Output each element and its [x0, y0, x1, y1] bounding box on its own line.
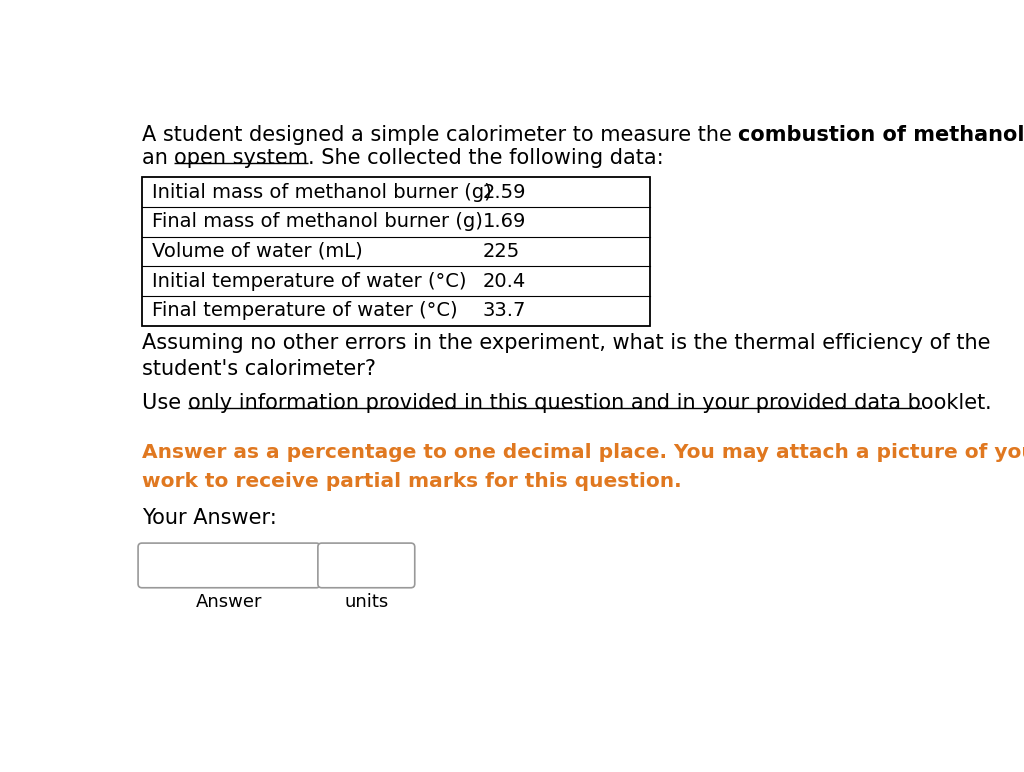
Text: work to receive partial marks for this question.: work to receive partial marks for this q… — [142, 472, 682, 491]
Text: an: an — [142, 148, 174, 168]
Text: Initial mass of methanol burner (g): Initial mass of methanol burner (g) — [152, 183, 492, 201]
Text: combustion of methanol: combustion of methanol — [738, 125, 1024, 145]
Text: Volume of water (mL): Volume of water (mL) — [152, 242, 362, 261]
Text: Final temperature of water (°C): Final temperature of water (°C) — [152, 301, 458, 320]
Text: 2.59: 2.59 — [483, 183, 526, 201]
Text: . She collected the following data:: . She collected the following data: — [308, 148, 665, 168]
Text: .: . — [985, 393, 991, 413]
Text: Answer as a percentage to one decimal place. You may attach a picture of your: Answer as a percentage to one decimal pl… — [142, 443, 1024, 462]
Text: open system: open system — [174, 148, 308, 168]
Text: A student designed a simple calorimeter to measure the: A student designed a simple calorimeter … — [142, 125, 738, 145]
Text: 33.7: 33.7 — [483, 301, 526, 320]
Text: Assuming no other errors in the experiment, what is the thermal efficiency of th: Assuming no other errors in the experime… — [142, 333, 990, 353]
Text: Your Answer:: Your Answer: — [142, 509, 276, 529]
FancyBboxPatch shape — [317, 543, 415, 587]
FancyBboxPatch shape — [138, 543, 321, 587]
Text: Initial temperature of water (°C): Initial temperature of water (°C) — [152, 272, 467, 290]
Text: units: units — [344, 593, 388, 611]
Text: only information provided in this question and in your provided data booklet: only information provided in this questi… — [187, 393, 985, 413]
Text: student's calorimeter?: student's calorimeter? — [142, 359, 376, 379]
Text: 225: 225 — [483, 242, 520, 261]
Text: 1.69: 1.69 — [483, 212, 526, 232]
Text: 20.4: 20.4 — [483, 272, 526, 290]
Bar — [142, 178, 649, 326]
Text: Use: Use — [142, 393, 187, 413]
Text: Final mass of methanol burner (g): Final mass of methanol burner (g) — [152, 212, 483, 232]
Text: Answer: Answer — [196, 593, 262, 611]
